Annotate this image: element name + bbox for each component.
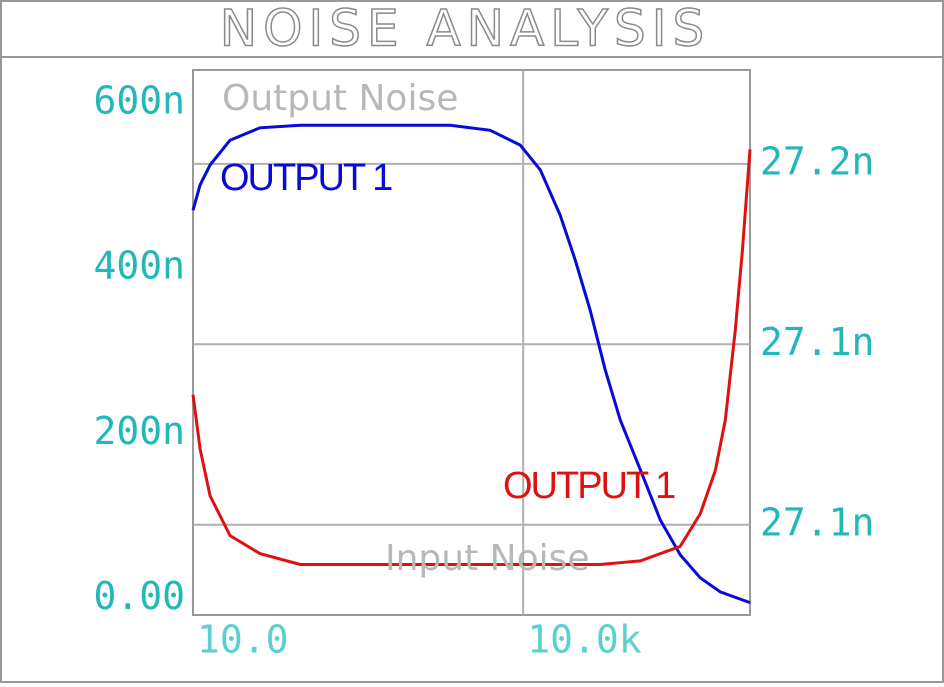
x-tick-label: 10.0k [527,618,642,662]
y2-tick-label: 27.1n [760,320,874,364]
y-tick-label: 0.00 [93,574,185,618]
y-tick-label: 200n [93,409,185,453]
annotation: Output Noise [222,78,458,119]
y2-tick-label: 27.1n [760,500,874,544]
series-line [191,149,752,566]
series-label: OUTPUT 1 [503,465,675,507]
y2-tick-label: 27.2n [760,139,874,183]
x-tick-label: 10.0 [197,618,289,662]
series-label: OUTPUT 1 [220,157,392,199]
chart-title: NOISE ANALYSIS [220,0,711,58]
y-tick-label: 400n [93,244,185,288]
plot-frame [192,69,751,616]
series-line [191,123,751,605]
y-tick-label: 600n [93,79,185,123]
annotation: Input Noise [385,538,590,579]
